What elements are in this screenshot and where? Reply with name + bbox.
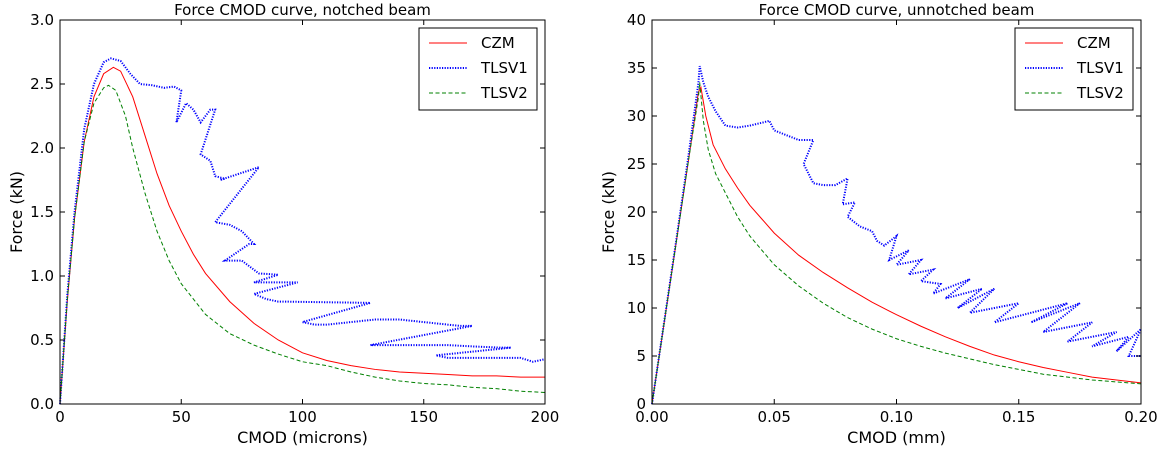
chart-2-x-tick-label: 0.20 (1124, 408, 1157, 426)
chart-2-y-axis-label: Force (kN) (599, 171, 618, 253)
chart-2-series-tlsv1-line (651, 65, 1142, 405)
chart-1-y-tick-label: 3.0 (30, 11, 54, 29)
chart-2-legend-label-tlsv2: TLSV2 (1076, 84, 1124, 102)
chart-2-series-tlsv2-line (651, 82, 1142, 405)
chart-2-y-tick-label: 30 (627, 107, 646, 125)
chart-1-x-axis-label: CMOD (microns) (237, 428, 368, 447)
chart-2-x-tick-label: 0.00 (635, 408, 668, 426)
chart-1-x-tick-label: 150 (409, 408, 438, 426)
chart-2-y-tick-label: 25 (627, 155, 646, 173)
chart-1-legend-label-czm: CZM (481, 34, 515, 52)
chart-1-legend-label-tlsv1: TLSV1 (480, 59, 528, 77)
chart-1-y-axis-label: Force (kN) (7, 171, 26, 253)
chart-1-x-tick-label: 0 (55, 408, 65, 426)
chart-1-y-tick-label: 1.5 (30, 203, 54, 221)
chart-2-series-czm-line (651, 85, 1142, 405)
chart-1-series-tlsv1-line (59, 57, 546, 405)
chart-1-y-tick-label: 2.5 (30, 75, 54, 93)
chart-2-x-tick-label: 0.10 (880, 408, 913, 426)
chart-1-y-tick-label: 0.0 (30, 395, 54, 413)
chart-1-y-tick-label: 1.0 (30, 267, 54, 285)
chart-2-y-tick-label: 10 (627, 299, 646, 317)
chart-1-series-tlsv2-line (59, 84, 546, 405)
chart-2-y-tick-label: 20 (627, 203, 646, 221)
chart-1-legend-box (418, 27, 538, 111)
chart-2-y-tick-label: 0 (636, 395, 646, 413)
chart-1-x-tick-label: 200 (531, 408, 560, 426)
chart-1-legend: CZM TLSV1 TLSV2 (418, 27, 538, 111)
chart-2-title: Force CMOD curve, unnotched beam (759, 1, 1035, 19)
chart-1-x-tick-label: 100 (288, 408, 317, 426)
chart-2-y-tick-label: 35 (627, 59, 646, 77)
chart-1-y-tick-label: 0.5 (30, 331, 54, 349)
chart-2-y-tick-label: 5 (636, 347, 646, 365)
chart-1-series-czm-line (59, 66, 545, 405)
chart-2-legend: CZM TLSV1 TLSV2 (1014, 27, 1134, 111)
chart-1-x-tick-label: 50 (172, 408, 191, 426)
chart-2-x-tick-label: 0.15 (1002, 408, 1035, 426)
chart-2-y-tick-label: 15 (627, 251, 646, 269)
chart-1-y-tick-label: 2.0 (30, 139, 54, 157)
chart-1: 0 50 100 150 200 0.0 0.5 1.0 1.5 2.0 2.5 3.0 Force C… (7, 1, 559, 447)
chart-2-x-tick-label: 0.05 (758, 408, 791, 426)
chart-1-title: Force CMOD curve, notched beam (174, 1, 431, 19)
chart-1-legend-label-tlsv2: TLSV2 (480, 84, 528, 102)
chart-2-x-axis-label: CMOD (mm) (847, 428, 946, 447)
chart-2-legend-label-czm: CZM (1077, 34, 1111, 52)
chart-2: 0.00 0.05 0.10 0.15 0.20 0 5 10 15 20 25 30 35 40 Forc… (599, 1, 1158, 447)
chart-2-legend-label-tlsv1: TLSV1 (1076, 59, 1124, 77)
chart-2-legend-box (1014, 27, 1134, 111)
chart-2-y-tick-label: 40 (627, 11, 646, 29)
